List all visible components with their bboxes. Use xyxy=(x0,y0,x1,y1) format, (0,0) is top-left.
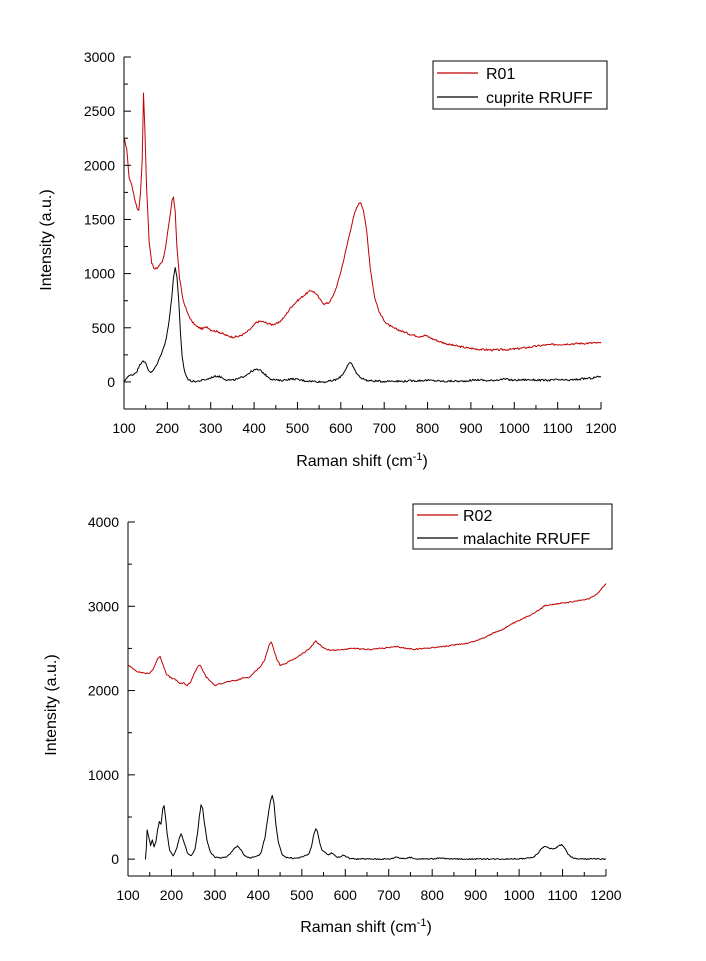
chart1-y-tick-label: 3000 xyxy=(84,49,115,65)
chart2-x-tick-label: 200 xyxy=(160,887,184,903)
chart2-x-tick-label: 900 xyxy=(464,887,488,903)
chart1-x-tick-label: 1100 xyxy=(543,420,573,436)
chart2-series-layer xyxy=(127,583,607,861)
chart2-x-tick-label: 1200 xyxy=(590,887,621,903)
chart2-y-axis-title: Intensity (a.u.) xyxy=(43,654,60,755)
chart1-y-axis-title: Intensity (a.u.) xyxy=(38,189,55,290)
chart1-plot-area xyxy=(124,57,601,409)
chart1-ticks: 100 200 300 400 500 600 700 800 900 1000 1100 1200 0… xyxy=(84,49,617,436)
chart1-y-tick-label: 500 xyxy=(92,320,116,336)
chart1-y-tick-label: 2000 xyxy=(84,157,115,173)
chart2-series-line-malachite-rruff xyxy=(144,794,607,861)
chart-malachite-comparison: 100 200 300 400 500 600 700 800 900 1000 1100 1200 0… xyxy=(43,503,622,936)
chart1-x-tick-label: 600 xyxy=(329,420,353,436)
chart1-x-tick-label: 1000 xyxy=(499,420,530,436)
chart1-series-layer xyxy=(123,92,602,384)
chart1-legend: R01 cuprite RRUFF xyxy=(432,60,608,110)
chart1-x-tick-label: 200 xyxy=(156,420,180,436)
chart1-y-tick-label: 1000 xyxy=(84,266,115,282)
chart2-ticks: 100 200 300 400 500 600 700 800 900 1000 1100 1200 0… xyxy=(88,514,622,903)
chart2-x-tick-label: 1000 xyxy=(504,887,535,903)
chart2-plot-area xyxy=(128,522,606,876)
chart1-y-tick-label: 0 xyxy=(107,374,115,390)
chart1-x-tick-label: 500 xyxy=(286,420,310,436)
chart1-legend-label-cuprite: cuprite RRUFF xyxy=(486,90,593,107)
chart2-y-tick-label: 3000 xyxy=(88,598,119,614)
chart2-x-tick-label: 300 xyxy=(203,887,227,903)
chart2-x-tick-label: 100 xyxy=(116,887,140,903)
chart2-y-tick-label: 2000 xyxy=(88,683,119,699)
chart1-x-tick-label: 1200 xyxy=(585,420,616,436)
chart1-x-tick-label: 800 xyxy=(416,420,440,436)
chart1-x-tick-label: 400 xyxy=(242,420,266,436)
chart2-x-tick-label: 1100 xyxy=(547,887,577,903)
chart1-x-tick-label: 300 xyxy=(199,420,223,436)
chart1-plot-background xyxy=(124,57,601,409)
chart2-legend: R02 malachite RRUFF xyxy=(412,503,613,550)
chart2-x-tick-label: 700 xyxy=(377,887,401,903)
chart-cuprite-comparison: 100 200 300 400 500 600 700 800 900 1000 1100 1200 0… xyxy=(38,49,617,470)
chart2-x-tick-label: 600 xyxy=(334,887,358,903)
chart1-legend-box xyxy=(432,60,608,110)
chart2-legend-box xyxy=(412,503,613,550)
chart1-x-tick-label: 100 xyxy=(112,420,136,436)
chart2-y-tick-label: 4000 xyxy=(88,514,119,530)
chart1-x-tick-label: 700 xyxy=(373,420,397,436)
chart1-y-tick-label: 2500 xyxy=(84,103,115,119)
chart1-series-line-r01 xyxy=(123,92,602,352)
chart1-y-tick-label: 1500 xyxy=(84,211,115,227)
chart2-x-tick-label: 800 xyxy=(421,887,445,903)
chart2-x-tick-label: 500 xyxy=(290,887,314,903)
chart1-series-line-cuprite-rruff xyxy=(123,266,602,384)
chart2-legend-label-malachite: malachite RRUFF xyxy=(463,531,590,548)
chart2-y-tick-label: 1000 xyxy=(88,767,119,783)
chart1-x-tick-label: 900 xyxy=(459,420,483,436)
chart1-x-axis-title: Raman shift (cm-1) xyxy=(296,451,428,470)
chart1-legend-label-r01: R01 xyxy=(486,66,515,83)
chart2-x-tick-label: 400 xyxy=(247,887,271,903)
chart2-legend-label-r02: R02 xyxy=(463,508,492,525)
chart2-x-axis-title: Raman shift (cm-1) xyxy=(300,917,432,936)
chart2-y-tick-label: 0 xyxy=(111,851,119,867)
chart2-plot-background xyxy=(128,522,606,876)
chart2-series-line-r02 xyxy=(127,583,607,687)
